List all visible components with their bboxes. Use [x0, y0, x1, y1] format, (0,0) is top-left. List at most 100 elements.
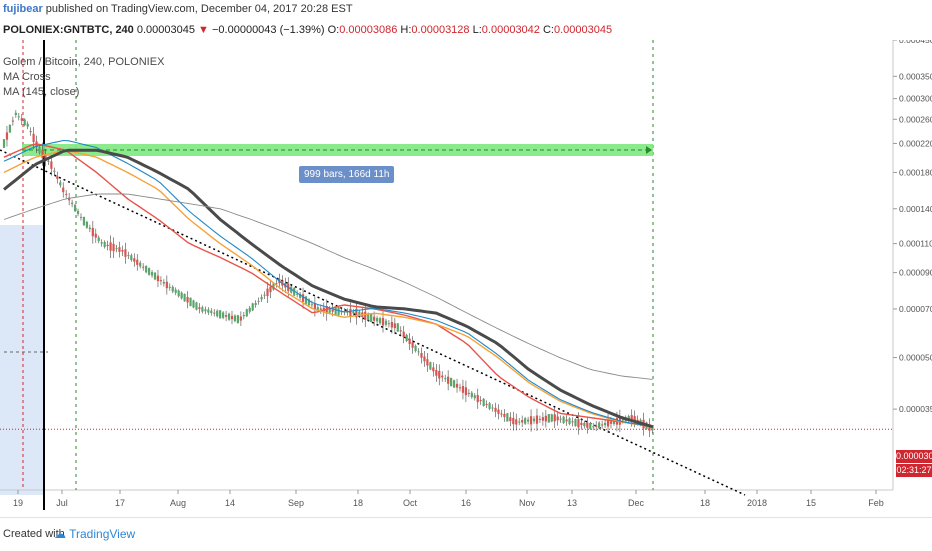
candle-body [14, 112, 17, 115]
candle-body [272, 283, 275, 290]
candle-body [426, 359, 429, 366]
candle-body [538, 418, 542, 420]
candle-body [544, 415, 547, 422]
candle-body [201, 307, 204, 312]
candle-body [2, 139, 6, 148]
y-tick-label: 0.00022000 [899, 138, 932, 148]
candle-body [592, 426, 595, 428]
candle-body [473, 395, 476, 399]
candle-body [76, 211, 80, 214]
candle-body [112, 243, 115, 252]
candle-body [133, 258, 136, 262]
candle-body [497, 409, 500, 414]
candle-body [216, 310, 219, 317]
candle-body [56, 176, 59, 179]
candle-body [648, 424, 651, 431]
candle-body [346, 311, 349, 313]
candle-body [213, 312, 216, 314]
created-with-text: Created with [3, 528, 65, 540]
candle-body [68, 197, 71, 201]
candle-body [20, 118, 23, 121]
candle-body [298, 293, 302, 298]
x-tick-label: 14 [225, 498, 235, 508]
chart-pane[interactable]: 0.00045000 0.00035000 0.00030000 0.00026000… [0, 35, 932, 510]
x-tick-label: 18 [353, 498, 363, 508]
open-label: O: [327, 24, 340, 36]
candle-body [417, 351, 420, 353]
candle-body [464, 387, 468, 396]
candle-body [367, 313, 370, 321]
legend-study-ma-cross[interactable]: MA Cross [3, 71, 51, 83]
legend-title[interactable]: Golem / Bitcoin, 240, POLONIEX [3, 56, 165, 68]
candle-body [603, 422, 607, 426]
x-tick-label: Oct [403, 498, 418, 508]
candle-body [494, 407, 497, 412]
candle-body [142, 266, 145, 268]
candle-body [476, 395, 479, 403]
candle-body [91, 227, 94, 237]
candle-body [609, 421, 613, 424]
candle-body [251, 303, 254, 311]
candle-body [310, 304, 314, 306]
x-tick-label: 2018 [747, 498, 767, 508]
candle-body [260, 296, 263, 300]
chart-canvas[interactable]: 0.00045000 0.00035000 0.00030000 0.00026000… [0, 35, 932, 510]
candle-body [559, 418, 562, 420]
candle-body [485, 404, 488, 406]
candle-body [541, 417, 544, 421]
candle-body [373, 316, 376, 321]
candle-body [598, 422, 601, 429]
candle-body [227, 313, 231, 320]
candle-body [334, 306, 337, 315]
candle-body [11, 120, 14, 122]
legend-study-ma-145[interactable]: MA (145, close) [3, 86, 80, 98]
candle-body [553, 414, 556, 422]
y-tick-label: 0.00003500 [899, 404, 932, 414]
author-link[interactable]: fujibear [3, 3, 43, 15]
candle-body [488, 403, 491, 409]
measure-badge: 999 bars, 166d 11h [299, 166, 395, 183]
close-value: 0.00003045 [553, 24, 613, 36]
candle-body [204, 309, 207, 312]
candle-body [109, 242, 112, 251]
x-tick-label: Jul [56, 498, 68, 508]
published-text: published on TradingView.com, December 0… [45, 3, 353, 15]
x-tick-label: 18 [700, 498, 710, 508]
candle-body [568, 418, 571, 424]
candle-body [219, 310, 222, 319]
candle-body [524, 418, 527, 424]
candle-body [423, 356, 426, 362]
tradingview-cloud-icon: ☁ [54, 527, 66, 541]
tradingview-logo[interactable]: ☁ TradingView [54, 527, 135, 541]
candle-body [189, 297, 192, 307]
candle-body [349, 308, 352, 317]
symbol-label[interactable]: POLONIEX:GNTBTC, 240 [3, 24, 134, 36]
candle-body [331, 309, 334, 312]
candle-body [384, 320, 388, 325]
candle-body [461, 386, 465, 393]
candle-body [192, 300, 195, 308]
candle-body [127, 254, 130, 256]
candle-body [97, 237, 100, 242]
candle-body [506, 413, 509, 422]
candle-body [263, 294, 266, 296]
x-tick-label: Sep [288, 498, 304, 508]
candle-body [103, 241, 106, 248]
candle-body [565, 419, 568, 422]
candle-body [245, 309, 248, 317]
candle-body [444, 378, 447, 380]
y-tick-label: 0.00009000 [899, 268, 932, 278]
candle-body [44, 154, 47, 161]
candle-body [606, 420, 610, 427]
candle-body [41, 149, 44, 159]
high-value: 0.00003128 [411, 24, 470, 36]
candle-body [420, 352, 423, 358]
candle-body [512, 417, 515, 425]
candle-body [515, 419, 518, 425]
candle-body [313, 303, 317, 310]
candle-body [390, 322, 393, 328]
candle-body [651, 428, 654, 431]
candle-body [393, 323, 396, 329]
candle-body [414, 345, 417, 352]
candle-body [432, 367, 435, 372]
